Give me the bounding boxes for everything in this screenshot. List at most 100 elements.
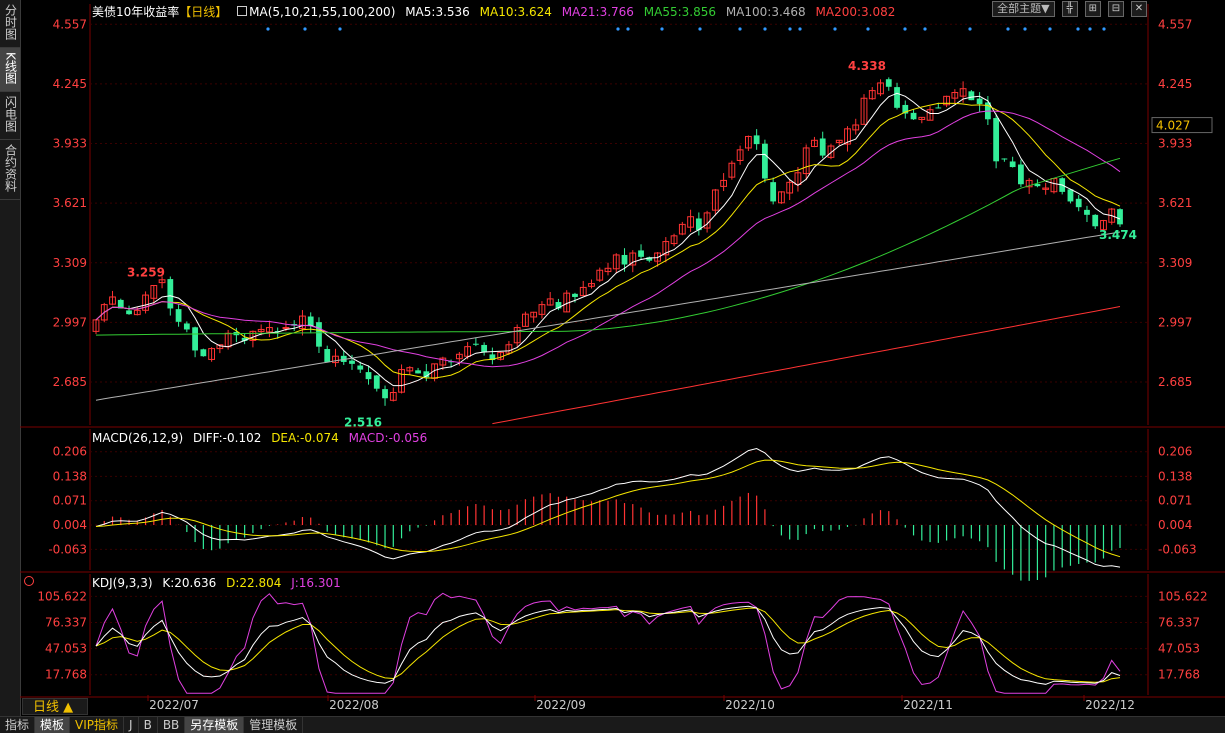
event-marker-dot (1048, 27, 1052, 31)
kdj-d: D:22.804 (226, 576, 282, 590)
event-marker-dot (660, 27, 664, 31)
kdj-tick-left: 76.337 (45, 615, 87, 629)
macd-tick-left: 0.138 (53, 469, 87, 483)
candle-body-down (993, 118, 1000, 162)
kdj-j-line (95, 592, 1121, 694)
candle-body-up (455, 353, 463, 360)
price-tick-left: 4.245 (53, 77, 87, 91)
tab-vip-indicators[interactable]: VIP指标 (70, 717, 125, 733)
candle-body-up (158, 279, 166, 284)
bottom-tab-bar: 指标 模板 VIP指标 J B BB 另存模板 管理模板 (0, 716, 1225, 733)
kdj-tick-right: 17.768 (1158, 668, 1200, 682)
event-marker-dot (626, 27, 630, 31)
kdj-params: KDJ(9,3,3) (92, 576, 153, 590)
candle-body-down (1034, 183, 1041, 187)
zoom-out-icon[interactable]: ⊟ (1107, 1, 1124, 17)
crosshair-icon[interactable]: ╬ (1061, 1, 1078, 17)
event-marker-dot (763, 27, 767, 31)
tab-save-template[interactable]: 另存模板 (185, 717, 245, 733)
candle-body-down (472, 343, 479, 345)
candle-body-down (274, 330, 281, 332)
tab-manage-templates[interactable]: 管理模板 (244, 717, 304, 733)
kdj-tick-right: 105.622 (1158, 589, 1208, 603)
candle-body-down (117, 299, 124, 309)
ma100-line (95, 231, 1121, 401)
candle-body-down (382, 389, 388, 399)
low-annotation-dec: 3.474 (1099, 228, 1137, 242)
candle-body-down (1075, 198, 1082, 208)
candle-body-down (200, 349, 207, 357)
candle-body-down (976, 98, 983, 104)
ma5-value: MA5:3.536 (405, 5, 470, 19)
candle-body-down (349, 360, 355, 364)
candle-body-down (894, 87, 900, 108)
high-annotation-jul: 3.259 (127, 265, 165, 279)
candle-body-down (935, 107, 942, 109)
close-icon[interactable]: ✕ (1131, 1, 1147, 17)
period-tag: 【日线】 (179, 5, 228, 19)
kdj-settings-icon[interactable] (24, 576, 34, 586)
ma10-value: MA10:3.624 (479, 5, 552, 19)
candle-body-up (398, 369, 405, 393)
event-marker-dot (1023, 27, 1027, 31)
candle-body-down (885, 79, 892, 87)
ma-params: MA(5,10,21,55,100,200) (237, 5, 395, 19)
macd-tick-right: 0.138 (1158, 469, 1192, 483)
macd-dea-line (95, 459, 1121, 558)
tab-j[interactable]: J (124, 717, 139, 733)
sidebar-item-kline[interactable]: K线图 (0, 48, 20, 92)
price-tick-left: 3.933 (53, 137, 87, 151)
current-price-box (1151, 117, 1213, 134)
price-tick-right: 2.997 (1158, 315, 1192, 329)
macd-header: MACD(26,12,9) DIFF:-0.102 DEA:-0.074 MAC… (92, 431, 433, 445)
price-tick-right: 3.933 (1158, 137, 1192, 151)
candle-body-up (505, 344, 513, 354)
kdj-j: J:16.301 (291, 576, 341, 590)
candle-body-down (1117, 209, 1123, 225)
candle-body-up (786, 181, 794, 194)
ma200-line (492, 306, 1121, 425)
candle-body-up (794, 172, 802, 186)
month-label-0: 2022/07 (149, 698, 199, 712)
kdj-tick-left: 105.622 (37, 589, 87, 603)
event-marker-dot (1088, 27, 1092, 31)
tab-bb[interactable]: BB (158, 717, 186, 733)
candle-body-down (415, 370, 421, 374)
price-tick-right: 4.557 (1158, 17, 1192, 31)
sidebar-item-flash[interactable]: 闪电图 (0, 92, 20, 140)
tab-indicators[interactable]: 指标 (0, 717, 36, 733)
candle-body-down (481, 344, 488, 353)
candle-body-up (604, 267, 612, 273)
candle-body-down (489, 354, 496, 361)
candle-body-up (811, 139, 818, 148)
theme-dropdown[interactable]: 全部主题▼ (992, 1, 1055, 17)
macd-diff: DIFF:-0.102 (192, 431, 262, 445)
tab-templates[interactable]: 模板 (35, 717, 71, 733)
candle-body-up (588, 283, 595, 287)
zoom-in-icon[interactable]: ⊞ (1084, 1, 1101, 17)
candle-body-down (448, 361, 454, 363)
candle-body-down (1001, 158, 1008, 160)
candle-body-down (968, 91, 975, 101)
tab-b[interactable]: B (139, 717, 158, 733)
candle-body-down (1092, 214, 1099, 227)
macd-tick-right: 0.206 (1158, 445, 1192, 459)
candle-body-up (835, 139, 843, 144)
sidebar-item-contract-info[interactable]: 合约资料 (0, 140, 20, 200)
candle-body-up (877, 82, 884, 95)
candle-body-up (513, 327, 521, 344)
sidebar-item-timeshare[interactable]: 分时图 (0, 0, 20, 48)
candle-body-up (100, 304, 108, 321)
price-tick-left: 4.557 (53, 17, 87, 31)
ma100-value: MA100:3.468 (725, 5, 806, 19)
candle-body-down (621, 254, 628, 265)
candle-body-up (711, 189, 719, 211)
candle-body-down (770, 182, 777, 202)
event-marker-dot (923, 27, 927, 31)
period-selector[interactable]: 日线 ▲ (22, 698, 88, 715)
candle-body-up (736, 149, 744, 161)
kline-chart[interactable]: 4.557 4.557 4.245 4.245 3.933 3.933 3.621 3.621… (0, 0, 1225, 716)
candle-body-down (1084, 209, 1090, 215)
candle-body-down (1018, 164, 1024, 185)
candle-body-down (324, 349, 331, 362)
